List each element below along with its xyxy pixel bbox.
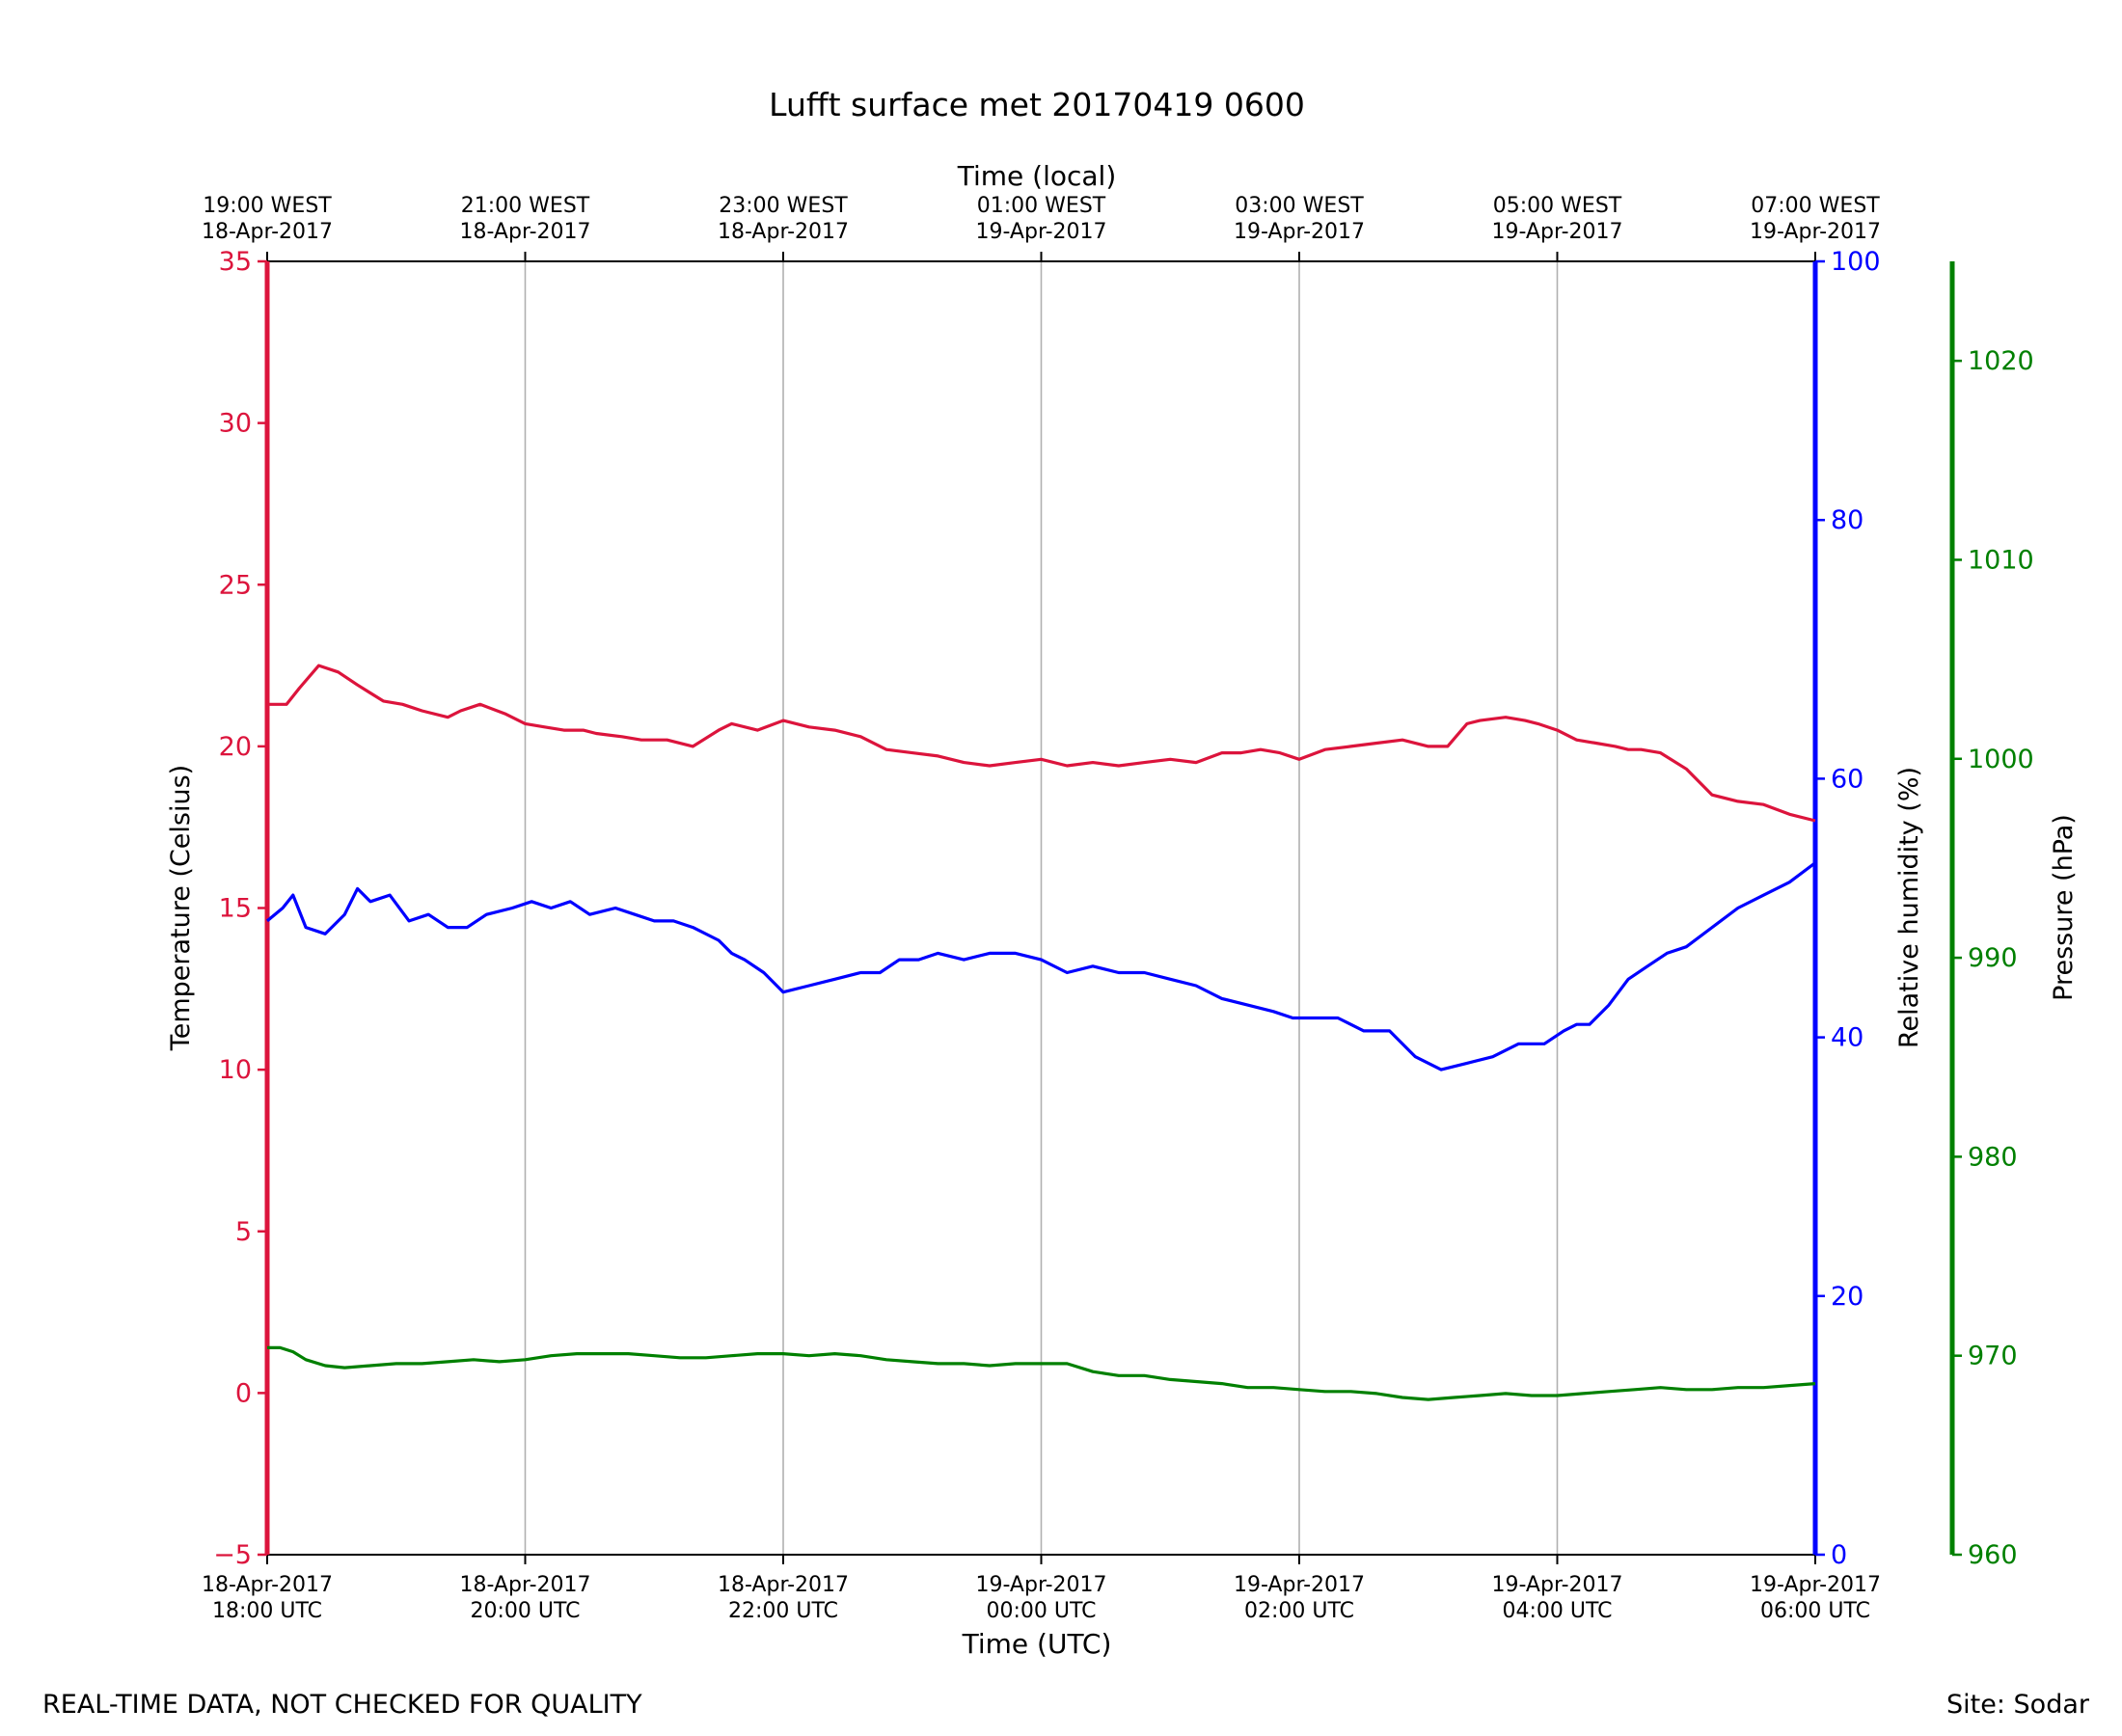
top-tick-label-date-6: 19-Apr-2017 bbox=[1750, 220, 1881, 244]
x-tick-label-time-6: 06:00 UTC bbox=[1760, 1599, 1870, 1623]
x-tick-label-date-0: 18-Apr-2017 bbox=[202, 1573, 333, 1597]
temperature-tick-label-2: 5 bbox=[235, 1217, 252, 1247]
pressure-tick-label-2: 980 bbox=[1968, 1142, 2018, 1172]
humidity-tick-label-2: 40 bbox=[1831, 1023, 1864, 1053]
top-tick-label-time-4: 03:00 WEST bbox=[1235, 194, 1364, 218]
pressure-tick-label-1: 970 bbox=[1968, 1342, 2018, 1371]
top-tick-label-time-0: 19:00 WEST bbox=[203, 194, 332, 218]
x-tick-label-date-5: 19-Apr-2017 bbox=[1491, 1573, 1622, 1597]
footer-left: REAL-TIME DATA, NOT CHECKED FOR QUALITY bbox=[42, 1690, 642, 1720]
series-line-temperature bbox=[267, 664, 1816, 823]
temperature-tick-label-0: −5 bbox=[213, 1540, 252, 1570]
chart-title: Lufft surface met 20170419 0600 bbox=[769, 86, 1305, 123]
top-tick-label-time-5: 05:00 WEST bbox=[1493, 194, 1622, 218]
x-tick-label-date-6: 19-Apr-2017 bbox=[1750, 1573, 1881, 1597]
temperature-tick-label-6: 25 bbox=[219, 570, 252, 600]
x-tick-label-time-4: 02:00 UTC bbox=[1244, 1599, 1354, 1623]
x-tick-label-time-0: 18:00 UTC bbox=[212, 1599, 322, 1623]
temperature-tick-label-8: 35 bbox=[219, 247, 252, 277]
pressure-tick-label-6: 1020 bbox=[1968, 346, 2034, 376]
x-tick-label-date-2: 18-Apr-2017 bbox=[718, 1573, 849, 1597]
temperature-tick-label-1: 0 bbox=[235, 1378, 252, 1408]
pressure-tick-label-3: 990 bbox=[1968, 943, 2018, 973]
footer-right: Site: Sodar bbox=[1946, 1690, 2090, 1720]
top-tick-label-date-4: 19-Apr-2017 bbox=[1234, 220, 1365, 244]
top-tick-label-date-0: 18-Apr-2017 bbox=[202, 220, 333, 244]
x-tick-label-time-3: 00:00 UTC bbox=[986, 1599, 1096, 1623]
series-line-humidity bbox=[265, 861, 1816, 1071]
temperature-tick-label-5: 20 bbox=[219, 732, 252, 762]
humidity-tick-label-3: 60 bbox=[1831, 764, 1864, 794]
x-tick-label-time-1: 20:00 UTC bbox=[470, 1599, 580, 1623]
pressure-tick-label-0: 960 bbox=[1968, 1540, 2018, 1570]
temperature-tick-label-4: 15 bbox=[219, 894, 252, 924]
humidity-tick-label-1: 20 bbox=[1831, 1282, 1864, 1312]
x-tick-label-time-5: 04:00 UTC bbox=[1502, 1599, 1612, 1623]
top-tick-label-date-1: 18-Apr-2017 bbox=[459, 220, 590, 244]
top-tick-label-date-5: 19-Apr-2017 bbox=[1491, 220, 1622, 244]
pressure-tick-label-4: 1000 bbox=[1968, 745, 2034, 774]
top-axis-label: Time (local) bbox=[957, 160, 1117, 192]
top-tick-label-time-1: 21:00 WEST bbox=[461, 194, 590, 218]
humidity-tick-label-5: 100 bbox=[1831, 247, 1881, 277]
series-line-pressure bbox=[267, 1345, 1816, 1401]
temperature-tick-label-3: 10 bbox=[219, 1055, 252, 1085]
x-tick-label-date-4: 19-Apr-2017 bbox=[1234, 1573, 1365, 1597]
temperature-axis-label: Temperature (Celsius) bbox=[166, 765, 196, 1051]
pressure-axis-label: Pressure (hPa) bbox=[2049, 814, 2079, 1001]
pressure-tick-label-5: 1010 bbox=[1968, 545, 2034, 575]
humidity-tick-label-4: 80 bbox=[1831, 505, 1864, 535]
x-axis-label: Time (UTC) bbox=[962, 1628, 1112, 1660]
top-tick-label-time-6: 07:00 WEST bbox=[1751, 194, 1880, 218]
humidity-tick-label-0: 0 bbox=[1831, 1540, 1847, 1570]
top-tick-label-time-2: 23:00 WEST bbox=[719, 194, 848, 218]
x-tick-label-time-2: 22:00 UTC bbox=[728, 1599, 838, 1623]
temperature-tick-label-7: 30 bbox=[219, 409, 252, 439]
top-tick-label-date-3: 19-Apr-2017 bbox=[975, 220, 1106, 244]
humidity-axis-label: Relative humidity (%) bbox=[1894, 767, 1924, 1048]
top-tick-label-date-2: 18-Apr-2017 bbox=[718, 220, 849, 244]
x-tick-label-date-1: 18-Apr-2017 bbox=[459, 1573, 590, 1597]
top-tick-label-time-3: 01:00 WEST bbox=[977, 194, 1106, 218]
x-tick-label-date-3: 19-Apr-2017 bbox=[975, 1573, 1106, 1597]
